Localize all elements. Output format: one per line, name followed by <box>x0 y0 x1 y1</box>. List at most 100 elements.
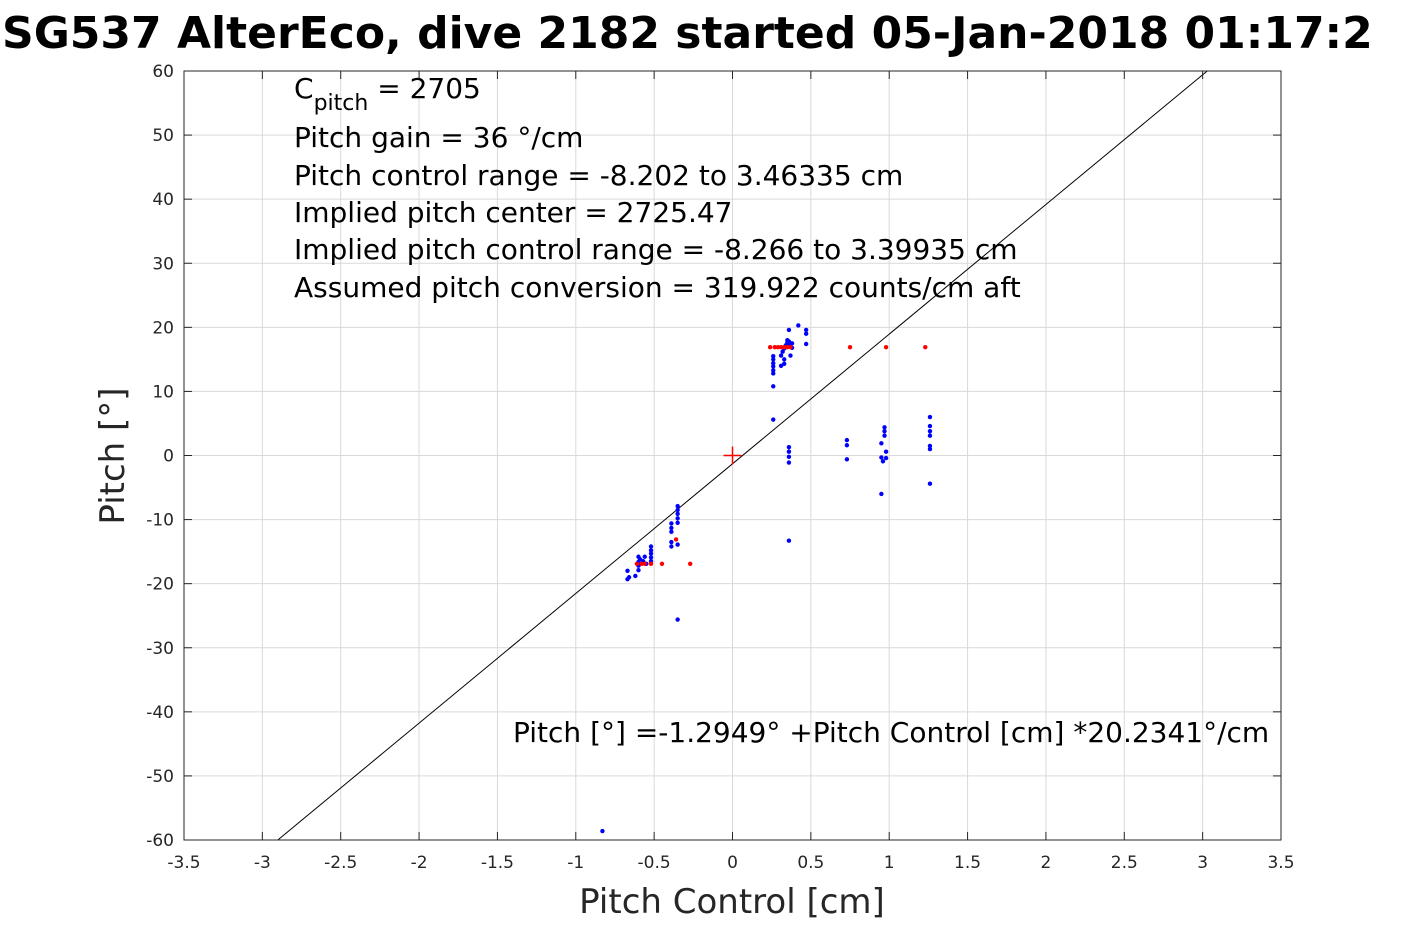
blue-data-point <box>778 353 784 358</box>
blue-data-point <box>771 364 776 369</box>
blue-data-point <box>642 554 647 559</box>
blue-data-point <box>648 551 654 556</box>
x-tick-label: -1 <box>567 853 584 873</box>
blue-data-point <box>786 454 792 459</box>
blue-data-point <box>786 460 792 465</box>
blue-data-point <box>927 428 933 434</box>
blue-data-point <box>648 544 654 549</box>
y-tick-label: 30 <box>152 254 174 274</box>
x-tick-label: -3.5 <box>167 853 200 873</box>
blue-data-point <box>786 538 792 543</box>
x-tick-label: 0.5 <box>797 853 824 873</box>
blue-data-point <box>883 455 889 461</box>
red-data-point <box>659 561 665 567</box>
red-data-point <box>767 344 773 350</box>
blue-data-point <box>880 459 886 464</box>
blue-data-point <box>636 568 641 573</box>
data-points <box>600 323 933 834</box>
blue-data-point <box>789 341 795 346</box>
blue-data-point <box>669 521 674 526</box>
blue-data-point <box>669 529 674 534</box>
blue-data-point <box>927 443 933 449</box>
blue-data-point <box>669 525 674 531</box>
blue-data-point <box>675 542 680 547</box>
y-tick-label: -40 <box>146 703 174 723</box>
blue-data-point <box>675 617 680 622</box>
cpitch-subscript: pitch <box>314 91 369 116</box>
y-tick-label: -20 <box>146 575 174 595</box>
y-tick-label: 10 <box>152 382 174 402</box>
annotation-line-4: Implied pitch control range = -8.266 to … <box>294 233 1018 266</box>
cpitch-letter: C <box>294 72 314 105</box>
x-axis-ticks: -3.5 -3 -2.5 -2 -1.5 -1 -0.5 0 0.5 1 1.5 2 2.5 3 3.5 <box>167 71 1295 873</box>
blue-data-point <box>803 331 809 336</box>
blue-data-point <box>782 357 787 362</box>
y-tick-label: 20 <box>152 318 174 338</box>
red-data-point <box>782 344 787 350</box>
x-tick-label: -1.5 <box>481 853 514 873</box>
blue-data-point <box>771 357 776 362</box>
blue-data-point <box>927 446 933 452</box>
y-axis-label: Pitch [°] <box>93 387 133 524</box>
y-tick-label: 50 <box>152 126 174 146</box>
blue-data-point <box>927 423 933 429</box>
blue-data-point <box>803 341 809 347</box>
x-tick-label: -2.5 <box>324 853 357 873</box>
y-tick-label: 0 <box>163 447 174 467</box>
fit-line-group <box>277 70 1208 841</box>
blue-data-point <box>771 368 776 373</box>
x-tick-label: 2 <box>1041 853 1052 873</box>
blue-data-point <box>771 417 776 422</box>
blue-data-point <box>796 323 801 328</box>
x-tick-label: 1.5 <box>954 853 981 873</box>
red-data-point <box>687 561 693 567</box>
y-tick-label: -30 <box>146 639 174 659</box>
blue-data-point <box>927 481 933 486</box>
annotation-line-3: Implied pitch center = 2725.47 <box>294 196 732 229</box>
y-tick-label: -60 <box>146 831 174 851</box>
red-data-point <box>788 344 793 350</box>
blue-data-point <box>882 433 887 438</box>
x-tick-label: 3 <box>1197 853 1208 873</box>
blue-data-point <box>675 503 680 509</box>
blue-data-point <box>648 548 654 553</box>
blue-data-point <box>879 441 884 446</box>
x-tick-label: 3.5 <box>1267 853 1294 873</box>
blue-data-point <box>626 575 632 580</box>
blue-data-point <box>786 449 792 454</box>
red-data-point <box>634 561 640 567</box>
x-tick-label: 2.5 <box>1111 853 1138 873</box>
blue-data-point <box>786 327 792 333</box>
blue-data-point <box>882 428 887 434</box>
red-data-point <box>775 344 781 350</box>
y-tick-label: 60 <box>152 62 174 82</box>
blue-data-point <box>927 414 933 420</box>
blue-data-point <box>844 437 850 443</box>
blue-data-point <box>788 353 793 358</box>
red-data-point <box>785 344 790 350</box>
blue-data-point <box>771 371 776 376</box>
x-tick-label: -2 <box>411 853 428 873</box>
blue-data-point <box>669 539 674 545</box>
red-data-point <box>642 561 647 567</box>
blue-data-point <box>803 327 809 333</box>
blue-data-point <box>675 511 680 517</box>
red-data-point <box>673 537 679 542</box>
red-data-point <box>648 561 654 567</box>
annotation-line-1: Pitch gain = 36 °/cm <box>294 121 583 154</box>
fit-line <box>277 70 1208 841</box>
blue-data-point <box>669 544 674 549</box>
cpitch-value: = 2705 <box>368 72 481 105</box>
blue-data-point <box>648 555 654 560</box>
blue-data-point <box>782 361 787 367</box>
y-tick-label: -50 <box>146 767 174 787</box>
x-tick-label: -3 <box>254 853 271 873</box>
blue-data-point <box>882 425 887 430</box>
y-tick-label: 40 <box>152 190 174 210</box>
blue-data-point <box>883 449 889 454</box>
red-data-point <box>778 344 784 350</box>
y-tick-label: -10 <box>146 511 174 531</box>
red-data-point <box>847 344 853 350</box>
cpitch-annotation: Cpitch = 2705 <box>294 72 481 116</box>
